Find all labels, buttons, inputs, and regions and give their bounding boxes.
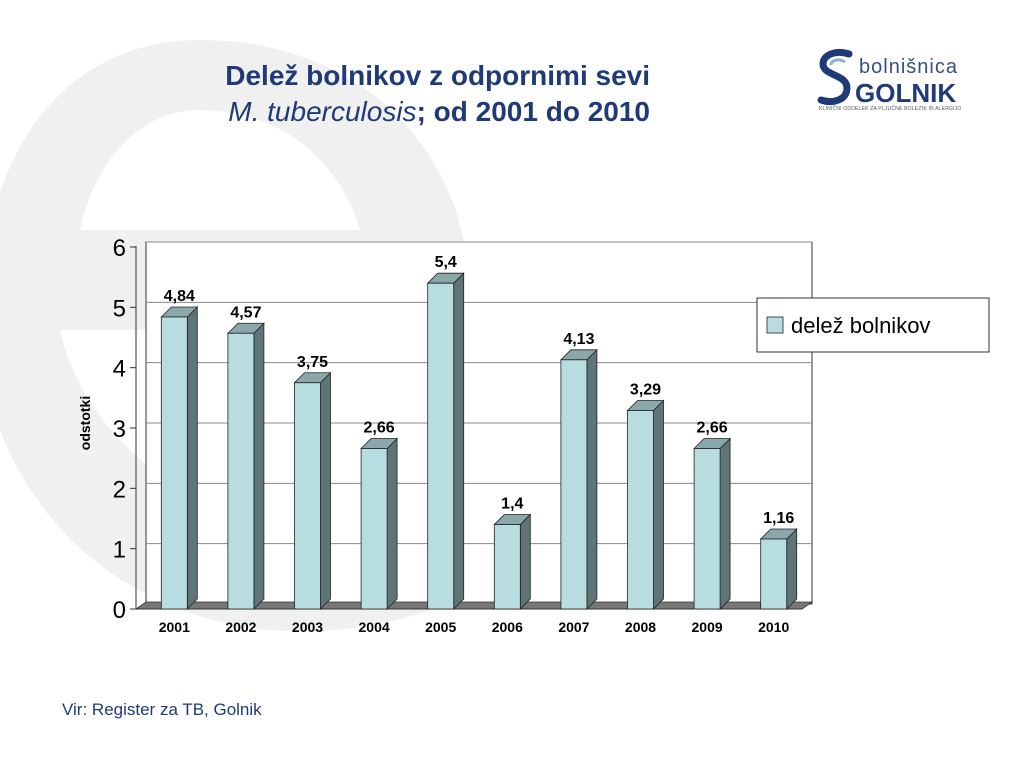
bar bbox=[493, 524, 521, 610]
x-tick-label: 2008 bbox=[625, 619, 656, 635]
bar bbox=[227, 332, 255, 610]
bar-side bbox=[320, 371, 331, 610]
title-line-1: Delež bolnikov z odpornimi sevi bbox=[225, 60, 650, 91]
logo-s-icon bbox=[817, 48, 853, 105]
bar bbox=[160, 316, 188, 610]
bar bbox=[360, 448, 388, 610]
title-italic-part: M. tuberculosis bbox=[228, 96, 417, 127]
x-tick-label: 2004 bbox=[359, 619, 390, 635]
x-tick-label: 2002 bbox=[225, 619, 256, 635]
bar-side bbox=[253, 322, 265, 610]
y-tick-label: 2 bbox=[113, 476, 126, 503]
x-tick-label: 2010 bbox=[758, 619, 789, 635]
data-label: 3,29 bbox=[630, 382, 661, 399]
y-tick-label: 6 bbox=[113, 235, 126, 262]
title-rest-part: ; od 2001 do 2010 bbox=[416, 96, 650, 127]
source-note: Vir: Register za TB, Golnik bbox=[62, 700, 262, 719]
x-tick-label: 2001 bbox=[159, 619, 190, 635]
x-tick-label: 2007 bbox=[558, 619, 589, 635]
y-axis-title: odstotki bbox=[77, 396, 93, 450]
bar-side bbox=[386, 437, 398, 610]
bar bbox=[294, 382, 321, 610]
watermark-shape bbox=[0, 40, 580, 632]
y-tick-label: 0 bbox=[113, 597, 126, 624]
bar-side bbox=[519, 513, 531, 610]
slide-title: Delež bolnikov z odpornimi sevi M. tuber… bbox=[60, 58, 650, 130]
data-label: 4,13 bbox=[563, 331, 594, 348]
bar-side bbox=[186, 306, 198, 610]
y-tick-label: 3 bbox=[113, 416, 126, 443]
bar bbox=[560, 359, 588, 610]
bar-side bbox=[719, 437, 731, 610]
logo-word-golnik: GOLNIK bbox=[855, 78, 957, 108]
data-label: 4,57 bbox=[230, 304, 261, 321]
y-tick-label: 5 bbox=[113, 295, 126, 322]
x-tick-label: 2006 bbox=[492, 619, 523, 635]
bar-side bbox=[586, 348, 598, 610]
legend-box bbox=[756, 297, 990, 353]
x-tick-label: 2009 bbox=[692, 619, 723, 635]
golnik-logo: bolnišnica GOLNIK KLINIČNI ODDELEK ZA PL… bbox=[815, 48, 975, 120]
bar bbox=[693, 448, 721, 610]
legend-label: delež bolnikov bbox=[791, 313, 930, 338]
y-tick-label: 1 bbox=[113, 537, 126, 564]
x-tick-label: 2003 bbox=[292, 619, 323, 635]
data-label: 1,4 bbox=[501, 496, 523, 513]
bar-side bbox=[653, 399, 664, 610]
data-label: 3,75 bbox=[297, 354, 328, 371]
title-line-2: M. tuberculosis; od 2001 do 2010 bbox=[60, 94, 650, 130]
x-tick-label: 2005 bbox=[425, 619, 456, 635]
bar bbox=[427, 282, 455, 610]
data-label: 4,84 bbox=[164, 288, 195, 305]
logo-subtitle: KLINIČNI ODDELEK ZA PLJUČNE BOLEZNI IN A… bbox=[819, 106, 962, 112]
bar-side bbox=[786, 528, 798, 610]
legend-swatch bbox=[766, 316, 784, 334]
data-label: 2,66 bbox=[697, 420, 728, 437]
logo-word-bolnisnica: bolnišnica bbox=[859, 56, 958, 78]
data-label: 5,4 bbox=[435, 254, 457, 271]
bar bbox=[760, 538, 788, 610]
y-tick-label: 4 bbox=[113, 356, 126, 383]
bar-side bbox=[453, 272, 465, 610]
data-label: 1,16 bbox=[763, 510, 794, 527]
bar bbox=[627, 410, 654, 610]
data-label: 2,66 bbox=[364, 420, 395, 437]
